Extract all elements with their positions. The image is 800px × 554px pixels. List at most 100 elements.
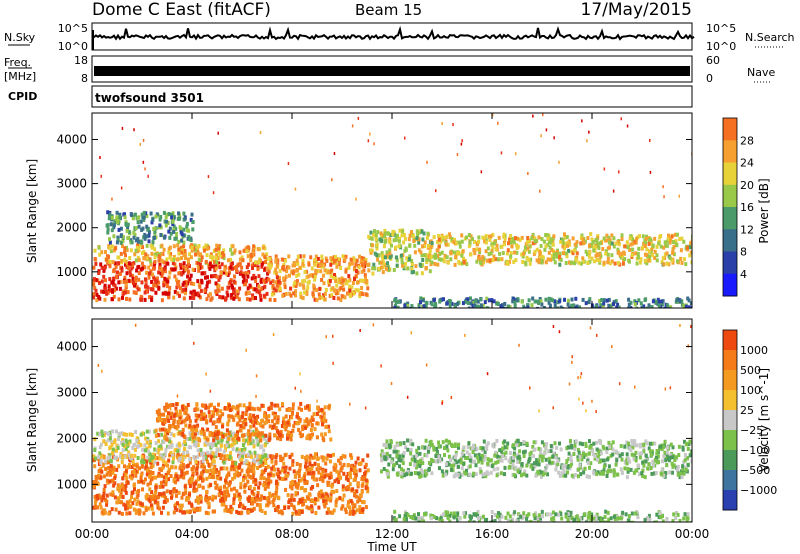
velocity-cell [244, 438, 248, 443]
velocity-cell [416, 459, 420, 464]
velocity-cell [242, 451, 246, 456]
velocity-cell [335, 497, 339, 502]
velocity-cell [99, 442, 103, 447]
power-cell [315, 259, 318, 264]
power-cell [121, 295, 124, 300]
velocity-cell [126, 465, 130, 470]
power-cell [182, 244, 186, 249]
power-cell [471, 237, 474, 241]
velocity-cell [202, 412, 206, 417]
velocity-cell [626, 469, 630, 474]
power-cell [174, 226, 178, 231]
power-cell [141, 245, 144, 250]
power-cell [413, 250, 417, 255]
velocity-cell [546, 472, 549, 477]
power-cell [151, 266, 155, 271]
power-cell [367, 268, 371, 273]
velocity-cell [279, 432, 283, 437]
velocity-heatmap [92, 323, 692, 522]
velocity-cell [330, 484, 334, 489]
velocity-cell [431, 459, 435, 463]
power-cell [371, 271, 375, 276]
velocity-cell [446, 448, 450, 453]
power-cell [111, 288, 114, 293]
power-cell [590, 237, 594, 242]
velocity-cell [145, 463, 148, 468]
power-cell [245, 297, 249, 302]
velocity-cell [457, 459, 461, 464]
power-cell [561, 240, 565, 245]
velocity-cell [204, 469, 208, 474]
power-cell [648, 249, 651, 254]
power-cell [499, 304, 503, 308]
power-cell [310, 266, 314, 271]
velocity-cell [275, 453, 279, 457]
power-cell [502, 242, 506, 247]
power-cell [461, 301, 465, 306]
velocity-cell [495, 438, 499, 443]
power-cell [401, 229, 405, 234]
power-cell [208, 262, 212, 267]
power-cell [134, 275, 138, 280]
velocity-cell [187, 496, 190, 501]
power-cell [206, 275, 209, 280]
power-cell [138, 243, 142, 248]
velocity-cell [364, 462, 368, 467]
power-colorbar-swatch [723, 251, 737, 275]
velocity-cell [302, 501, 305, 506]
power-cell [154, 214, 158, 219]
power-cell [128, 279, 132, 284]
velocity-cell [315, 435, 319, 440]
velocity-cell [161, 505, 165, 510]
power-cell [651, 253, 655, 258]
velocity-cell [135, 438, 139, 443]
velocity-cell [338, 496, 342, 501]
velocity-cell [298, 509, 301, 514]
velocity-cell [256, 406, 260, 411]
power-cell [635, 261, 639, 266]
velocity-cell [165, 415, 169, 420]
velocity-cell [401, 461, 405, 466]
velocity-cell [291, 428, 295, 433]
velocity-cell [393, 445, 397, 450]
velocity-cell [308, 462, 312, 467]
velocity-cell [462, 461, 465, 466]
velocity-cell [320, 493, 324, 498]
power-cell [465, 235, 469, 240]
velocity-cell [329, 475, 333, 479]
power-cell [112, 225, 116, 230]
velocity-cell [201, 459, 205, 464]
power-cell [172, 295, 176, 300]
velocity-cell [111, 451, 114, 456]
power-cell [506, 248, 510, 253]
velocity-cell [238, 497, 242, 502]
velocity-cell [254, 417, 258, 421]
velocity-cell [232, 486, 236, 491]
power-cell [220, 286, 224, 291]
power-cell [223, 267, 227, 272]
power-cell [374, 233, 378, 238]
velocity-cell [290, 503, 294, 507]
power-cell [242, 275, 246, 279]
velocity-cell [239, 482, 243, 487]
power-cell [121, 239, 125, 244]
velocity-cell [248, 474, 252, 479]
power-cell [364, 292, 368, 297]
velocity-cell [295, 414, 299, 419]
velocity-cell [252, 479, 256, 484]
velocity-cell [224, 497, 227, 502]
power-cell [274, 288, 278, 293]
power-cell [149, 243, 153, 248]
power-cell [163, 219, 167, 224]
power-cell [432, 298, 436, 303]
velocity-cell [183, 418, 187, 423]
velocity-cell [124, 447, 128, 452]
power-cell [381, 258, 385, 263]
power-cell [430, 241, 434, 245]
velocity-cell [307, 404, 311, 409]
velocity-cell [485, 443, 489, 448]
velocity-cell [196, 477, 200, 482]
power-cell [104, 278, 107, 283]
velocity-cell [534, 440, 538, 445]
velocity-cell [262, 460, 266, 465]
